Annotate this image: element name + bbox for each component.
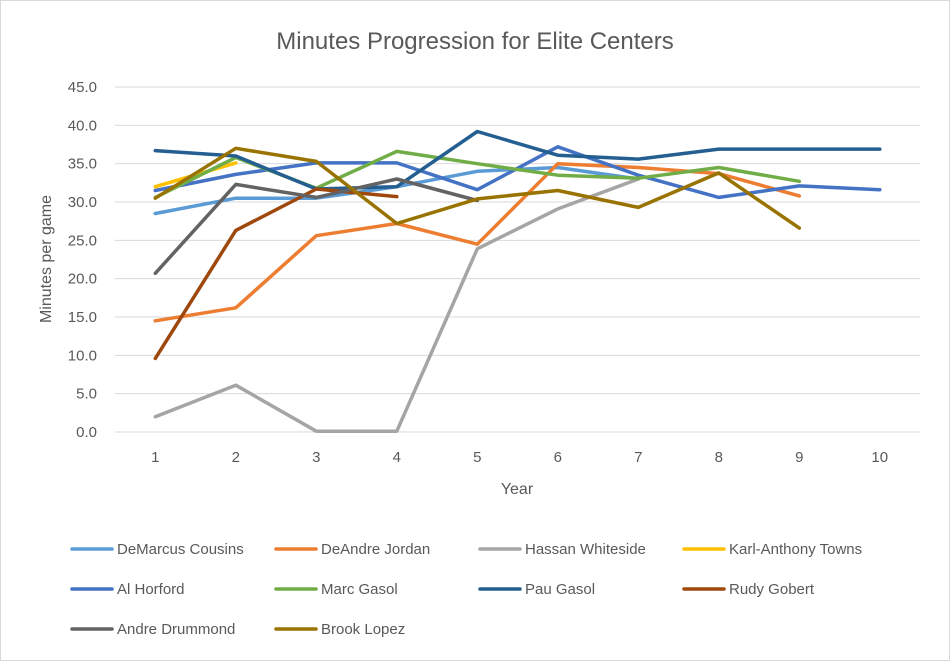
y-tick-label: 45.0 — [68, 79, 97, 96]
legend-label-andre-drummond: Andre Drummond — [117, 621, 235, 638]
series-lines — [153, 129, 882, 433]
gridlines — [115, 86, 920, 433]
chart-title: Minutes Progression for Elite Centers — [276, 28, 674, 55]
legend-label-brook-lopez: Brook Lopez — [321, 621, 405, 638]
series-line-brook-lopez — [153, 146, 802, 230]
x-axis-title: Year — [501, 481, 534, 498]
series-line-hassan-whiteside — [153, 177, 641, 433]
legend-label-rudy-gobert: Rudy Gobert — [729, 581, 815, 598]
y-tick-label: 15.0 — [68, 309, 97, 326]
legend: DeMarcus Cousins DeAndre Jordan Hassan Whi… — [70, 541, 862, 638]
series-line-andre-drummond — [153, 177, 480, 276]
x-tick-label: 10 — [871, 449, 888, 466]
legend-label-marc-gasol: Marc Gasol — [321, 581, 398, 598]
x-tick-label: 1 — [151, 449, 159, 466]
x-tick-label: 4 — [393, 449, 401, 466]
y-tick-label: 35.0 — [68, 156, 97, 173]
legend-label-demarcus-cousins: DeMarcus Cousins — [117, 541, 244, 558]
legend-label-hassan-whiteside: Hassan Whiteside — [525, 541, 646, 558]
legend-label-pau-gasol: Pau Gasol — [525, 581, 595, 598]
legend-label-karl-anthony-towns: Karl-Anthony Towns — [729, 541, 862, 558]
y-tick-label: 40.0 — [68, 117, 97, 134]
x-tick-label: 8 — [715, 449, 723, 466]
y-tick-label: 30.0 — [68, 194, 97, 211]
x-tick-label: 2 — [232, 449, 240, 466]
y-axis-ticks: 0.0 5.0 10.0 15.0 20.0 25.0 30.0 35.0 40.0 45.0 — [68, 79, 97, 441]
y-tick-label: 0.0 — [76, 424, 97, 441]
x-tick-label: 3 — [312, 449, 320, 466]
y-tick-label: 5.0 — [76, 386, 97, 403]
x-tick-label: 9 — [795, 449, 803, 466]
y-tick-label: 20.0 — [68, 271, 97, 288]
y-tick-label: 25.0 — [68, 232, 97, 249]
x-axis-ticks: 1 2 3 4 5 6 7 8 9 10 — [151, 449, 888, 466]
y-tick-label: 10.0 — [68, 347, 97, 364]
x-tick-label: 5 — [473, 449, 481, 466]
legend-label-deandre-jordan: DeAndre Jordan — [321, 541, 430, 558]
legend-label-al-horford: Al Horford — [117, 581, 185, 598]
y-axis-title: Minutes per game — [38, 195, 55, 323]
x-tick-label: 6 — [554, 449, 562, 466]
x-tick-label: 7 — [634, 449, 642, 466]
series-line-pau-gasol — [153, 129, 882, 191]
